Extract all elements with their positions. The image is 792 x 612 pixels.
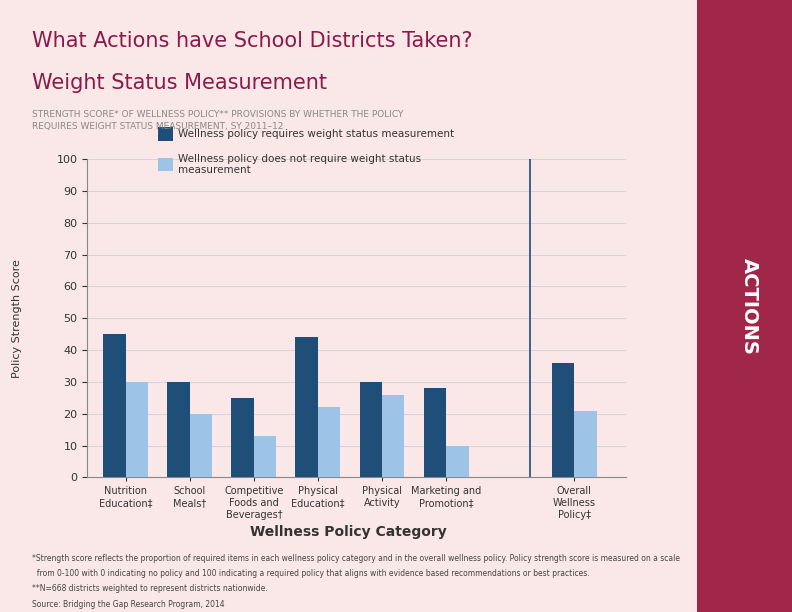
Bar — [158, 127, 173, 141]
Bar — [574, 411, 597, 477]
Text: Weight Status Measurement: Weight Status Measurement — [32, 73, 326, 94]
Bar — [231, 398, 253, 477]
Circle shape — [668, 0, 792, 612]
Bar — [318, 408, 341, 477]
Bar — [253, 436, 276, 477]
Text: from 0-100 with 0 indicating no policy and 100 indicating a required policy that: from 0-100 with 0 indicating no policy a… — [32, 569, 589, 578]
Bar — [360, 382, 382, 477]
Text: *Strength score reflects the proportion of required items in each wellness polic: *Strength score reflects the proportion … — [32, 554, 680, 563]
Bar — [446, 446, 469, 477]
Text: What Actions have School Districts Taken?: What Actions have School Districts Taken… — [32, 31, 472, 51]
Bar — [167, 382, 190, 477]
Text: STRENGTH SCORE* OF WELLNESS POLICY** PROVISIONS BY WHETHER THE POLICY
REQUIRES W: STRENGTH SCORE* OF WELLNESS POLICY** PRO… — [32, 110, 403, 131]
Bar — [126, 382, 148, 477]
Text: Wellness policy requires weight status measurement: Wellness policy requires weight status m… — [178, 129, 455, 139]
Bar — [103, 334, 126, 477]
Bar — [552, 363, 574, 477]
Bar — [382, 395, 405, 477]
Text: Source: Bridging the Gap Research Program, 2014: Source: Bridging the Gap Research Progra… — [32, 600, 224, 609]
Text: ACTIONS: ACTIONS — [740, 258, 759, 354]
Bar — [424, 388, 446, 477]
Text: **N=668 districts weighted to represent districts nationwide.: **N=668 districts weighted to represent … — [32, 584, 268, 594]
Text: Wellness policy does not require weight status
measurement: Wellness policy does not require weight … — [178, 154, 421, 176]
Text: Wellness Policy Category: Wellness Policy Category — [250, 526, 447, 539]
Bar — [190, 414, 212, 477]
Circle shape — [687, 0, 792, 520]
Bar — [158, 158, 173, 171]
Bar — [295, 337, 318, 477]
Y-axis label: Policy Strength Score: Policy Strength Score — [13, 259, 22, 378]
